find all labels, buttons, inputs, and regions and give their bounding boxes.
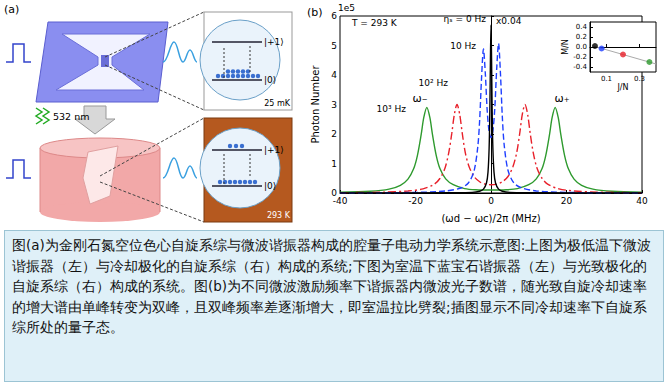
svg-text:|+1⟩: |+1⟩ — [264, 37, 284, 47]
svg-text:4: 4 — [331, 70, 337, 80]
svg-text:-0.4: -0.4 — [573, 63, 587, 71]
svg-text:0.1: 0.1 — [601, 75, 612, 83]
svg-text:J/N: J/N — [616, 83, 628, 92]
svg-text:(ωd − ωc)/2π (MHz): (ωd − ωc)/2π (MHz) — [441, 213, 540, 224]
svg-text:6: 6 — [331, 11, 337, 21]
svg-text:10³ Hz: 10³ Hz — [377, 104, 407, 114]
svg-text:|0⟩: |0⟩ — [264, 75, 276, 85]
svg-text:T = 293 K: T = 293 K — [351, 18, 398, 28]
svg-text:(b): (b) — [307, 6, 323, 19]
svg-text:0: 0 — [488, 196, 494, 206]
svg-text:532 nm: 532 nm — [53, 111, 89, 122]
svg-text:-20: -20 — [408, 196, 423, 206]
svg-text:M/N: M/N — [561, 39, 570, 55]
svg-text:0.3: 0.3 — [634, 75, 645, 83]
svg-text:1e5: 1e5 — [338, 3, 355, 13]
svg-text:20: 20 — [561, 196, 573, 206]
svg-text:293 K: 293 K — [267, 211, 291, 220]
svg-text:ω₊: ω₊ — [554, 92, 569, 105]
svg-text:3: 3 — [331, 100, 337, 110]
svg-text:x0.04: x0.04 — [496, 16, 522, 26]
svg-text:0.4: 0.4 — [576, 23, 588, 31]
svg-text:ηₛ = 0 Hz: ηₛ = 0 Hz — [444, 14, 487, 24]
svg-text:Photon Number: Photon Number — [310, 65, 321, 144]
svg-text:40: 40 — [636, 196, 648, 206]
svg-text:(a): (a) — [4, 3, 19, 16]
svg-text:1: 1 — [331, 159, 337, 169]
svg-text:-40: -40 — [333, 196, 348, 206]
svg-text:ω₋: ω₋ — [412, 92, 427, 105]
svg-text:0.2: 0.2 — [576, 33, 587, 41]
svg-text:2: 2 — [331, 129, 337, 139]
svg-text:0: 0 — [331, 188, 337, 198]
svg-text:-0.2: -0.2 — [573, 53, 587, 61]
html-text:图(a)为金刚石氮空位色心自旋系综与微波谐振器构成的腔量子电: 图(a)为金刚石氮空位色心自旋系综与微波谐振器构成的腔量子电动力学系统示意图:上… — [12, 237, 652, 336]
svg-text:|0⟩: |0⟩ — [264, 181, 276, 191]
svg-text:10 Hz: 10 Hz — [450, 41, 476, 51]
svg-text:10² Hz: 10² Hz — [419, 78, 449, 88]
svg-text:5: 5 — [331, 41, 337, 51]
svg-text:0.0: 0.0 — [576, 43, 587, 51]
svg-text:|+1⟩: |+1⟩ — [264, 145, 284, 155]
svg-text:25 mK: 25 mK — [264, 99, 291, 108]
